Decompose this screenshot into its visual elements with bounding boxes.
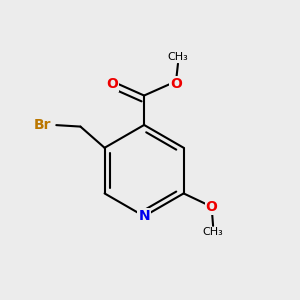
- Text: Br: Br: [34, 118, 51, 132]
- Text: O: O: [170, 77, 182, 91]
- Text: CH₃: CH₃: [168, 52, 188, 62]
- Text: N: N: [138, 209, 150, 223]
- Text: CH₃: CH₃: [203, 227, 224, 237]
- Text: O: O: [206, 200, 218, 214]
- Text: O: O: [106, 77, 118, 91]
